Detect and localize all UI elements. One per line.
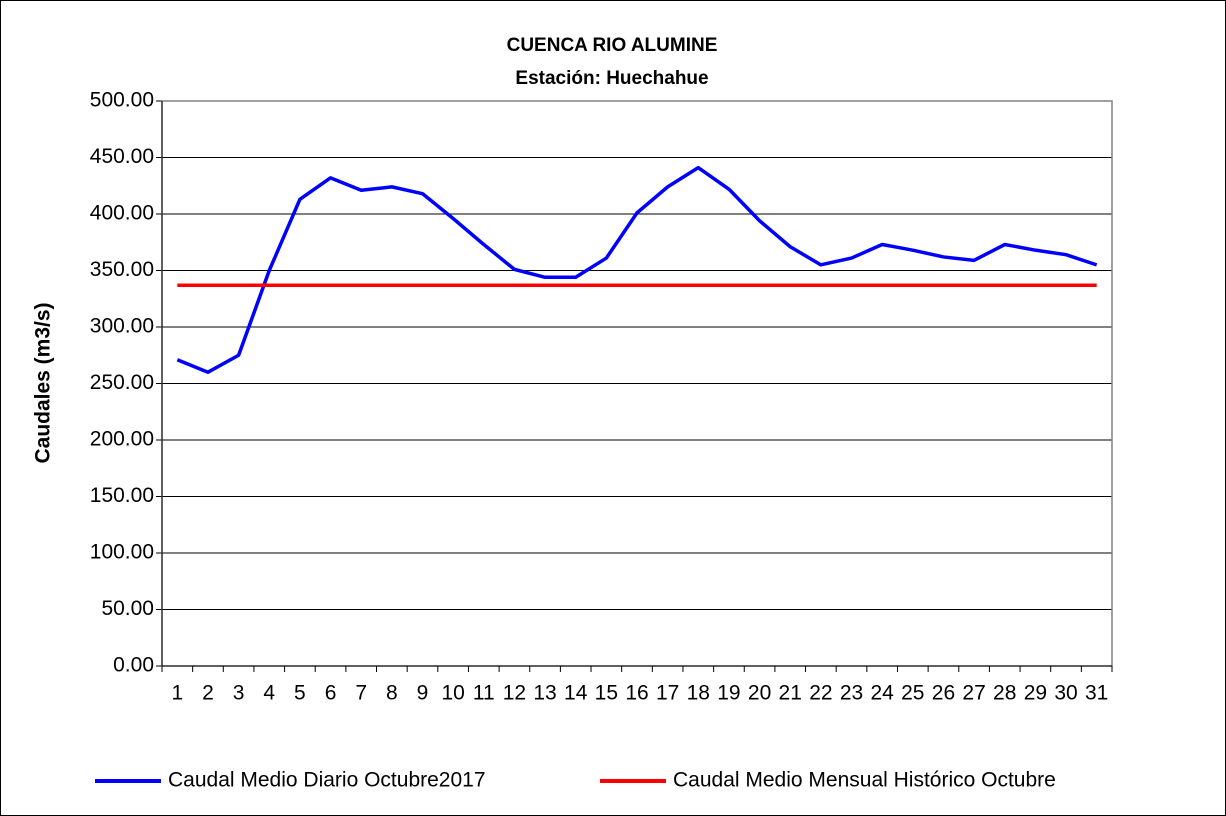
- x-tick-label: 28: [993, 682, 1016, 705]
- y-tick-label: 250.00: [90, 371, 154, 394]
- x-tick-label: 29: [1024, 682, 1047, 705]
- x-tick-label: 25: [901, 682, 924, 705]
- x-tick-label: 30: [1054, 682, 1077, 705]
- y-tick-label: 0.00: [113, 654, 154, 677]
- x-tick-label: 26: [932, 682, 955, 705]
- x-tick-label: 20: [748, 682, 771, 705]
- x-tick-label: 21: [779, 682, 802, 705]
- x-tick-label: 8: [386, 682, 398, 705]
- y-tick-label: 400.00: [90, 202, 154, 225]
- y-tick-label: 150.00: [90, 484, 154, 507]
- y-axis-label: Caudales (m3/s): [32, 302, 55, 463]
- x-tick-label: 17: [656, 682, 679, 705]
- y-tick-label: 500.00: [90, 89, 154, 112]
- legend-label: Caudal Medio Mensual Histórico Octubre: [673, 769, 1056, 792]
- x-tick-label: 9: [417, 682, 429, 705]
- x-tick-label: 16: [625, 682, 648, 705]
- x-tick-label: 6: [325, 682, 337, 705]
- x-tick-label: 13: [533, 682, 556, 705]
- x-tick-label: 2: [202, 682, 214, 705]
- x-tick-label: 3: [233, 682, 245, 705]
- x-tick-label: 5: [294, 682, 306, 705]
- x-tick-label: 22: [809, 682, 832, 705]
- x-tick-label: 31: [1085, 682, 1108, 705]
- x-tick-label: 4: [263, 682, 275, 705]
- x-tick-label: 7: [355, 682, 367, 705]
- x-tick-label: 11: [473, 682, 495, 705]
- y-tick-label: 50.00: [101, 597, 154, 620]
- x-tick-label: 15: [595, 682, 618, 705]
- legend-label: Caudal Medio Diario Octubre2017: [168, 769, 486, 792]
- x-tick-label: 10: [441, 682, 464, 705]
- x-tick-label: 23: [840, 682, 863, 705]
- y-tick-label: 450.00: [90, 145, 154, 168]
- x-tick-label: 18: [687, 682, 710, 705]
- y-tick-label: 200.00: [90, 428, 154, 451]
- y-tick-label: 300.00: [90, 315, 154, 338]
- x-tick-label: 12: [503, 682, 526, 705]
- x-tick-label: 14: [564, 682, 588, 705]
- y-tick-label: 350.00: [90, 258, 154, 281]
- y-tick-label: 100.00: [90, 541, 154, 564]
- chart-title: CUENCA RIO ALUMINE: [507, 35, 718, 56]
- data-line: [176, 165, 1098, 374]
- x-tick-label: 1: [171, 682, 183, 705]
- x-tick-label: 19: [717, 682, 740, 705]
- chart-subtitle: Estación: Huechahue: [515, 68, 708, 89]
- x-tick-label: 24: [870, 682, 894, 705]
- x-tick-label: 27: [962, 682, 985, 705]
